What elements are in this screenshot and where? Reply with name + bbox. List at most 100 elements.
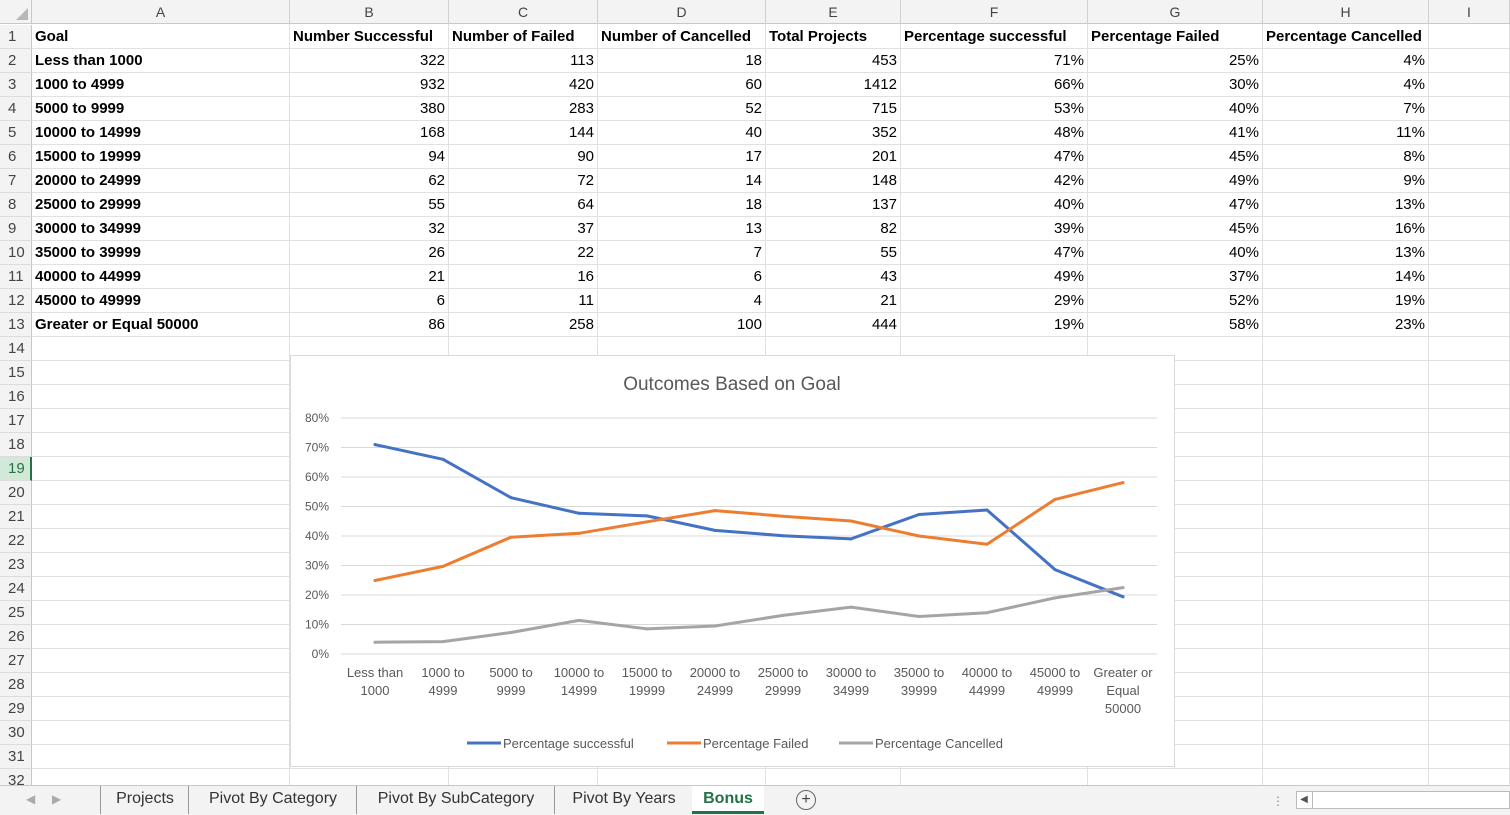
row-header-1[interactable]: 1 xyxy=(0,25,32,49)
data-cell[interactable]: 6 xyxy=(436,292,445,309)
row-header-31[interactable]: 31 xyxy=(0,745,32,769)
column-header-h[interactable]: H xyxy=(1263,0,1429,24)
data-cell[interactable]: 6 xyxy=(753,268,762,285)
data-cell[interactable]: 45% xyxy=(1228,220,1259,237)
row-header-10[interactable]: 10 xyxy=(0,241,32,265)
tab-bonus[interactable]: Bonus xyxy=(692,786,764,814)
data-cell[interactable]: 40 xyxy=(745,124,762,141)
column-header-g[interactable]: G xyxy=(1088,0,1263,24)
data-cell[interactable]: 8% xyxy=(1403,148,1425,165)
next-sheet-icon[interactable]: ▶ xyxy=(52,792,62,806)
data-cell[interactable]: 380 xyxy=(419,100,445,117)
data-cell[interactable]: 86 xyxy=(428,316,445,333)
row-header-4[interactable]: 4 xyxy=(0,97,32,121)
data-cell[interactable]: 30% xyxy=(1228,76,1259,93)
row-header-9[interactable]: 9 xyxy=(0,217,32,241)
tab-pivot-by-subcategory[interactable]: Pivot By SubCategory xyxy=(356,786,555,814)
row-header-3[interactable]: 3 xyxy=(0,73,32,97)
data-cell[interactable]: 19% xyxy=(1053,316,1084,333)
row-header-13[interactable]: 13 xyxy=(0,313,32,337)
column-header-d[interactable]: D xyxy=(598,0,766,24)
header-cell[interactable]: Percentage successful xyxy=(904,28,1067,45)
data-cell[interactable]: 71% xyxy=(1053,52,1084,69)
data-cell[interactable]: 258 xyxy=(568,316,594,333)
tab-projects[interactable]: Projects xyxy=(100,786,189,814)
data-cell[interactable]: 39% xyxy=(1053,220,1084,237)
row-header-26[interactable]: 26 xyxy=(0,625,32,649)
data-cell[interactable]: 444 xyxy=(871,316,897,333)
header-cell[interactable]: Number Successful xyxy=(293,28,434,45)
data-cell[interactable]: 13% xyxy=(1394,196,1425,213)
add-sheet-button[interactable]: + xyxy=(796,790,816,810)
header-cell[interactable]: Goal xyxy=(35,28,69,45)
tab-pivot-by-category[interactable]: Pivot By Category xyxy=(188,786,357,814)
data-cell[interactable]: 420 xyxy=(568,76,594,93)
data-cell[interactable]: 4 xyxy=(753,292,762,309)
header-cell[interactable]: Percentage Cancelled xyxy=(1266,28,1422,45)
data-cell[interactable]: 58% xyxy=(1228,316,1259,333)
split-handle-icon[interactable]: ⋮ xyxy=(1272,794,1284,808)
data-cell[interactable]: 25000 to 29999 xyxy=(35,196,141,213)
data-cell[interactable]: 21 xyxy=(880,292,897,309)
data-cell[interactable]: 64 xyxy=(577,196,594,213)
data-cell[interactable]: 72 xyxy=(577,172,594,189)
header-cell[interactable]: Total Projects xyxy=(769,28,868,45)
row-header-12[interactable]: 12 xyxy=(0,289,32,313)
data-cell[interactable]: 18 xyxy=(745,52,762,69)
data-cell[interactable]: 23% xyxy=(1394,316,1425,333)
data-cell[interactable]: 16 xyxy=(577,268,594,285)
data-cell[interactable]: 4% xyxy=(1403,52,1425,69)
data-cell[interactable]: 11% xyxy=(1396,124,1425,141)
data-cell[interactable]: 100 xyxy=(736,316,762,333)
row-header-32[interactable]: 32 xyxy=(0,769,32,785)
data-cell[interactable]: 47% xyxy=(1053,148,1084,165)
data-cell[interactable]: 47% xyxy=(1228,196,1259,213)
data-cell[interactable]: 82 xyxy=(880,220,897,237)
row-header-18[interactable]: 18 xyxy=(0,433,32,457)
data-cell[interactable]: 55 xyxy=(880,244,897,261)
row-header-24[interactable]: 24 xyxy=(0,577,32,601)
data-cell[interactable]: 53% xyxy=(1053,100,1084,117)
data-cell[interactable]: 52% xyxy=(1228,292,1259,309)
data-cell[interactable]: 25% xyxy=(1228,52,1259,69)
data-cell[interactable]: 37% xyxy=(1228,268,1259,285)
data-cell[interactable]: 42% xyxy=(1053,172,1084,189)
data-cell[interactable]: 22 xyxy=(577,244,594,261)
data-cell[interactable]: 14 xyxy=(745,172,762,189)
row-header-6[interactable]: 6 xyxy=(0,145,32,169)
row-header-30[interactable]: 30 xyxy=(0,721,32,745)
data-cell[interactable]: 1412 xyxy=(863,76,897,93)
data-cell[interactable]: 45% xyxy=(1228,148,1259,165)
data-cell[interactable]: 15000 to 19999 xyxy=(35,148,141,165)
data-cell[interactable]: Less than 1000 xyxy=(35,52,143,69)
row-header-16[interactable]: 16 xyxy=(0,385,32,409)
data-cell[interactable]: 41% xyxy=(1228,124,1259,141)
data-cell[interactable]: 37 xyxy=(577,220,594,237)
row-header-29[interactable]: 29 xyxy=(0,697,32,721)
data-cell[interactable]: 40% xyxy=(1053,196,1084,213)
column-header-f[interactable]: F xyxy=(901,0,1088,24)
data-cell[interactable]: 932 xyxy=(419,76,445,93)
line-chart[interactable]: Outcomes Based on Goal 0% 10% 20% 30% 40% 50% 6… xyxy=(290,355,1175,767)
data-cell[interactable]: 45000 to 49999 xyxy=(35,292,141,309)
data-cell[interactable]: 20000 to 24999 xyxy=(35,172,141,189)
data-cell[interactable]: 283 xyxy=(568,100,594,117)
data-cell[interactable]: 168 xyxy=(419,124,445,141)
data-cell[interactable]: 19% xyxy=(1394,292,1425,309)
row-header-21[interactable]: 21 xyxy=(0,505,32,529)
data-cell[interactable]: 4% xyxy=(1403,76,1425,93)
horizontal-scrollbar[interactable] xyxy=(1296,791,1510,809)
data-cell[interactable]: 113 xyxy=(570,52,594,69)
data-cell[interactable]: 49% xyxy=(1228,172,1259,189)
select-all-corner[interactable] xyxy=(0,0,32,24)
header-cell[interactable]: Number of Cancelled xyxy=(601,28,752,45)
data-cell[interactable]: 40% xyxy=(1228,244,1259,261)
data-cell[interactable]: 52 xyxy=(745,100,762,117)
row-header-23[interactable]: 23 xyxy=(0,553,32,577)
row-header-15[interactable]: 15 xyxy=(0,361,32,385)
row-header-8[interactable]: 8 xyxy=(0,193,32,217)
row-header-14[interactable]: 14 xyxy=(0,337,32,361)
data-cell[interactable]: 60 xyxy=(745,76,762,93)
data-cell[interactable]: 13 xyxy=(745,220,762,237)
data-cell[interactable]: 9% xyxy=(1403,172,1425,189)
